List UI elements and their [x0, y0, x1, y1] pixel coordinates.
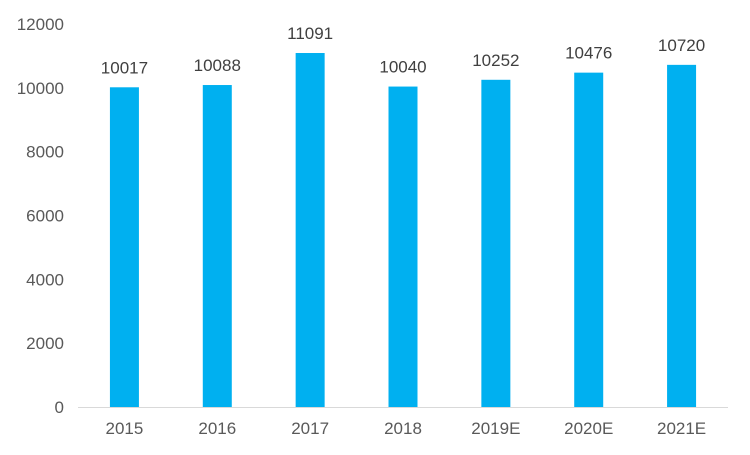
- x-tick-label: 2016: [198, 419, 236, 438]
- x-tick-label: 2019E: [471, 419, 520, 438]
- x-tick-label: 2015: [106, 419, 144, 438]
- bar: [109, 87, 139, 408]
- data-label: 10040: [379, 58, 426, 77]
- y-tick-label: 8000: [26, 143, 64, 162]
- data-label: 10252: [472, 51, 519, 70]
- y-axis-ticks: 0 2000 4000 6000 8000 10000 12000: [17, 15, 64, 417]
- y-tick-label: 6000: [26, 207, 64, 226]
- x-tick-label: 2017: [291, 419, 329, 438]
- x-axis-ticks: 2015 2016 2017 2018 2019E 2020E 2021E: [106, 419, 707, 438]
- y-tick-label: 10000: [17, 79, 64, 98]
- data-label: 11091: [287, 24, 333, 43]
- data-label: 10088: [194, 56, 241, 75]
- bar: [667, 64, 697, 407]
- data-labels: 10017 10088 11091 10040 10252 10476 10720: [101, 24, 705, 77]
- bar: [202, 85, 232, 408]
- x-tick-label: 2020E: [564, 419, 613, 438]
- data-label: 10017: [101, 58, 148, 77]
- x-tick-label: 2018: [384, 419, 422, 438]
- bar: [388, 86, 418, 407]
- y-tick-label: 2000: [26, 334, 64, 353]
- bar: [574, 72, 604, 408]
- x-tick-label: 2021E: [657, 419, 706, 438]
- y-tick-label: 4000: [26, 270, 64, 289]
- y-tick-label: 12000: [17, 15, 64, 34]
- bar: [295, 53, 325, 408]
- bar: [481, 79, 511, 407]
- data-label: 10720: [658, 36, 705, 55]
- data-label: 10476: [565, 44, 612, 63]
- y-tick-label: 0: [55, 398, 64, 417]
- bar-series: [109, 53, 697, 408]
